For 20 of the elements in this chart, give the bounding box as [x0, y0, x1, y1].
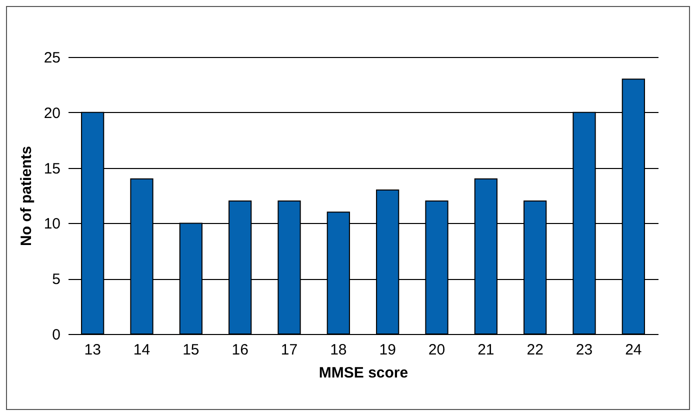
x-tick-label: 20 — [428, 342, 446, 358]
x-tick-label: 16 — [232, 342, 248, 358]
x-tick-label: 18 — [330, 342, 347, 358]
x-tick-label: 22 — [526, 342, 544, 358]
y-tick-label: 10 — [44, 216, 60, 233]
y-tick-label: 25 — [44, 50, 60, 66]
y-tick-label: 15 — [44, 160, 60, 178]
x-axis-title: MMSE score — [318, 364, 408, 382]
x-tick-label: 23 — [576, 342, 593, 358]
x-tick-label: 17 — [280, 342, 298, 358]
y-tick-label: 0 — [52, 326, 60, 344]
y-tick-label: 5 — [52, 271, 60, 288]
x-tick-label: 14 — [133, 342, 150, 358]
x-tick-label: 21 — [478, 342, 494, 358]
x-tick-label: 19 — [379, 342, 396, 358]
x-tick-label: 13 — [84, 342, 101, 358]
x-tick-label: 15 — [182, 342, 200, 358]
y-axis-title: No of patients — [18, 146, 35, 246]
x-tick-label: 24 — [625, 342, 642, 358]
y-tick-label: 20 — [44, 104, 60, 122]
